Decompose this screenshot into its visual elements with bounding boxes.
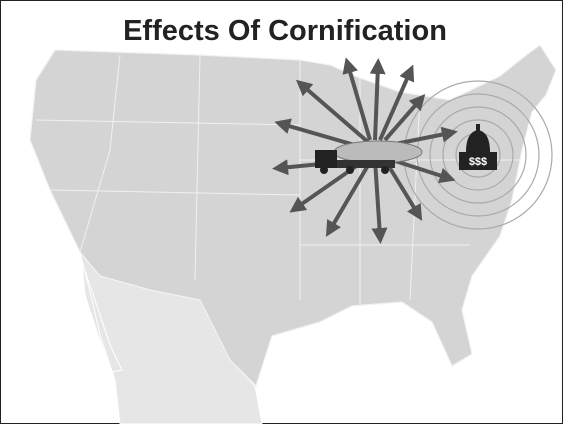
effect-arrows [272,57,458,244]
capitol-label: $$$ [469,156,487,168]
title: Effects Of Cornification [123,15,447,47]
capitol-icon: $$$ [459,124,497,170]
corn-truck [315,140,423,174]
usa-map [29,44,557,388]
